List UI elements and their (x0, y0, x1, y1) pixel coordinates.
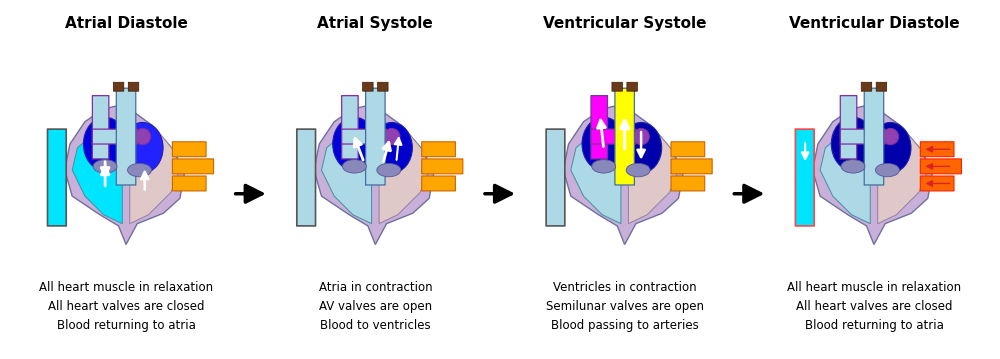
FancyBboxPatch shape (795, 129, 814, 226)
Text: All heart muscle in relaxation
All heart valves are closed
Blood returning to at: All heart muscle in relaxation All heart… (787, 281, 961, 332)
Ellipse shape (841, 160, 865, 173)
FancyBboxPatch shape (627, 82, 637, 91)
FancyBboxPatch shape (113, 82, 124, 91)
FancyBboxPatch shape (671, 159, 712, 174)
Ellipse shape (134, 129, 151, 145)
Polygon shape (813, 104, 932, 244)
Text: Ventricular Systole: Ventricular Systole (543, 16, 706, 31)
FancyBboxPatch shape (861, 82, 872, 91)
Ellipse shape (384, 129, 400, 145)
FancyBboxPatch shape (546, 129, 565, 226)
FancyBboxPatch shape (92, 95, 109, 159)
Ellipse shape (882, 129, 899, 145)
FancyBboxPatch shape (671, 176, 705, 191)
FancyBboxPatch shape (422, 159, 463, 174)
FancyBboxPatch shape (172, 142, 206, 157)
Ellipse shape (831, 117, 875, 171)
FancyBboxPatch shape (422, 176, 455, 191)
Polygon shape (314, 104, 434, 244)
Ellipse shape (122, 122, 163, 173)
Polygon shape (130, 129, 180, 224)
Ellipse shape (633, 129, 649, 145)
FancyBboxPatch shape (920, 142, 954, 157)
Ellipse shape (592, 160, 616, 173)
Text: Atrial Diastole: Atrial Diastole (65, 16, 187, 31)
FancyBboxPatch shape (48, 129, 66, 226)
Ellipse shape (342, 160, 366, 173)
FancyBboxPatch shape (378, 82, 388, 91)
Text: Atrial Systole: Atrial Systole (317, 16, 433, 31)
Polygon shape (628, 129, 679, 224)
FancyBboxPatch shape (840, 129, 885, 144)
Polygon shape (563, 104, 683, 244)
FancyBboxPatch shape (615, 88, 634, 185)
Polygon shape (65, 104, 184, 244)
Polygon shape (571, 129, 621, 224)
Polygon shape (321, 129, 372, 224)
Ellipse shape (83, 117, 127, 171)
Text: All heart muscle in relaxation
All heart valves are closed
Blood returning to at: All heart muscle in relaxation All heart… (39, 281, 213, 332)
FancyBboxPatch shape (591, 129, 636, 144)
Polygon shape (878, 129, 928, 224)
Ellipse shape (371, 122, 412, 173)
Ellipse shape (870, 122, 911, 173)
Text: Ventricular Diastole: Ventricular Diastole (789, 16, 959, 31)
Polygon shape (379, 129, 429, 224)
Text: Atria in contraction
AV valves are open
Blood to ventricles: Atria in contraction AV valves are open … (319, 281, 432, 332)
Ellipse shape (128, 163, 151, 177)
Ellipse shape (875, 163, 899, 177)
FancyBboxPatch shape (920, 176, 954, 191)
FancyBboxPatch shape (920, 159, 961, 174)
FancyBboxPatch shape (92, 129, 137, 144)
FancyBboxPatch shape (612, 82, 622, 91)
FancyBboxPatch shape (366, 88, 385, 185)
Ellipse shape (93, 160, 117, 173)
FancyBboxPatch shape (172, 159, 214, 174)
FancyBboxPatch shape (128, 82, 139, 91)
Polygon shape (820, 129, 870, 224)
Ellipse shape (333, 117, 376, 171)
FancyBboxPatch shape (342, 95, 358, 159)
FancyBboxPatch shape (172, 176, 206, 191)
Ellipse shape (582, 117, 625, 171)
FancyBboxPatch shape (671, 142, 705, 157)
FancyBboxPatch shape (422, 142, 455, 157)
FancyBboxPatch shape (116, 88, 136, 185)
Text: Ventricles in contraction
Semilunar valves are open
Blood passing to arteries: Ventricles in contraction Semilunar valv… (546, 281, 704, 332)
Ellipse shape (621, 122, 662, 173)
FancyBboxPatch shape (840, 95, 857, 159)
FancyBboxPatch shape (876, 82, 887, 91)
FancyBboxPatch shape (591, 95, 607, 159)
FancyBboxPatch shape (864, 88, 884, 185)
Ellipse shape (377, 163, 401, 177)
FancyBboxPatch shape (363, 82, 373, 91)
FancyBboxPatch shape (342, 129, 387, 144)
Polygon shape (72, 129, 122, 224)
Ellipse shape (626, 163, 650, 177)
FancyBboxPatch shape (297, 129, 316, 226)
